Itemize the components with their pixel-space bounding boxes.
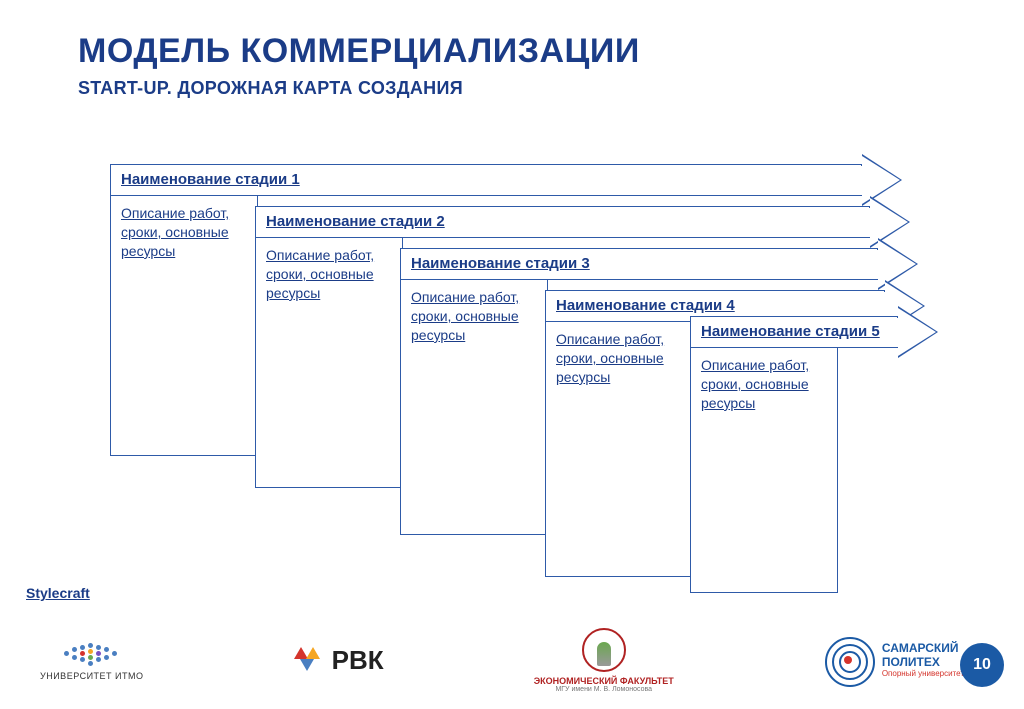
- page-number-badge: 10: [960, 643, 1004, 687]
- stage-title: Наименование стадии 2: [255, 206, 870, 238]
- stage-desc: Описание работ, сроки, основные ресурсы: [545, 322, 693, 577]
- stage-title: Наименование стадии 3: [400, 248, 878, 280]
- roadmap-diagram: Наименование стадии 1Описание работ, сро…: [110, 140, 910, 560]
- logo-samara-line1: САМАРСКИЙ: [882, 642, 964, 655]
- logo-samara: САМАРСКИЙ ПОЛИТЕХ Опорный университет: [824, 636, 964, 684]
- stage-desc: Описание работ, сроки, основные ресурсы: [400, 280, 548, 535]
- logo-itmo: УНИВЕРСИТЕТ ИТМО: [40, 639, 144, 681]
- stage-title: Наименование стадии 1: [110, 164, 862, 196]
- page-subtitle: START-UP. ДОРОЖНАЯ КАРТА СОЗДАНИЯ: [78, 78, 463, 99]
- footer-logos: УНИВЕРСИТЕТ ИТМО РВК ЭКОНОМИЧЕСКИЙ ФАКУЛ…: [40, 625, 964, 695]
- logo-itmo-label: УНИВЕРСИТЕТ ИТМО: [40, 671, 144, 681]
- stage-title: Наименование стадии 5: [690, 316, 898, 348]
- logo-samara-line3: Опорный университет: [882, 669, 964, 678]
- stylecraft-link[interactable]: Stylecraft: [26, 585, 90, 601]
- stage-desc: Описание работ, сроки, основные ресурсы: [110, 196, 258, 456]
- page-title: МОДЕЛЬ КОММЕРЦИАЛИЗАЦИИ: [78, 32, 640, 71]
- logo-eco-line1: ЭКОНОМИЧЕСКИЙ ФАКУЛЬТЕТ: [534, 676, 674, 686]
- logo-eco: ЭКОНОМИЧЕСКИЙ ФАКУЛЬТЕТ МГУ имени М. В. …: [534, 628, 674, 693]
- logo-rvk-text: РВК: [332, 645, 384, 676]
- logo-samara-line2: ПОЛИТЕХ: [882, 656, 964, 669]
- stage-desc: Описание работ, сроки, основные ресурсы: [255, 238, 403, 488]
- stage-desc: Описание работ, сроки, основные ресурсы: [690, 348, 838, 593]
- logo-eco-line2: МГУ имени М. В. Ломоносова: [555, 686, 652, 693]
- logo-rvk: РВК: [294, 645, 384, 676]
